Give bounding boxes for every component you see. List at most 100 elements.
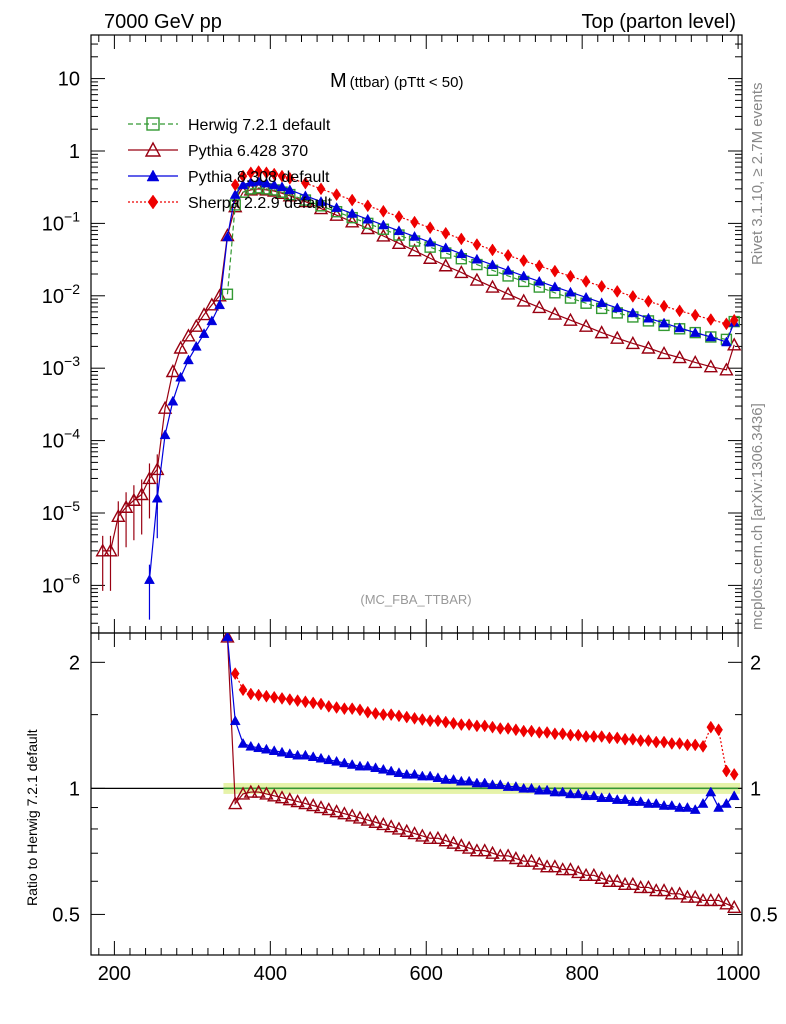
ratio-data-point [659,735,669,749]
data-point [550,264,560,278]
ratio-data-point [409,768,420,779]
ratio-data-point [689,804,701,814]
ratio-data-point [446,835,461,849]
data-point [658,317,670,328]
ratio-data-point [237,737,249,748]
data-point [440,242,452,253]
ratio-data-point [276,746,288,757]
ratio-data-point [510,781,522,791]
ratio-data-point [580,790,592,801]
ratio-data-point [260,743,272,754]
ratio-data-point [619,794,631,804]
ratio-data-point [391,821,407,835]
ratio-data-point [571,864,586,879]
data-point [346,207,358,218]
data-point [181,328,196,342]
ratio-data-point [533,784,545,795]
ratio-data-point [379,708,388,722]
data-point [221,288,234,300]
data-point [722,317,731,331]
data-point [376,228,391,242]
ratio-data-point [596,792,608,802]
ratio-data-point [377,763,389,774]
x-tick-label: 800 [565,963,598,985]
ratio-data-point [418,713,427,727]
legend-label: Sherpa 2.2.9 default [188,195,333,212]
data-point [331,202,343,212]
ratio-data-point [463,775,475,786]
y-tick-label: 10 [58,69,80,91]
ratio-data-point [416,770,428,781]
data-point [594,325,609,339]
ratio-data-point [386,708,396,722]
data-point [705,331,717,342]
main-series-line [148,180,735,580]
ratio-data-point [432,772,444,783]
ratio-data-point [338,757,350,768]
data-point [549,281,561,292]
ratio-data-point [682,802,693,812]
ratio-data-point [347,702,357,716]
ratio-data-point [713,802,725,812]
data-point [379,204,388,218]
ratio-data-point [604,792,615,802]
data-point [454,264,469,279]
ratio-data-point [430,830,446,844]
ratio-data-point [383,819,399,833]
ratio-data-point [675,737,684,750]
ratio-data-point [697,798,709,808]
ratio-data-point [368,814,383,828]
data-point [150,461,165,476]
ratio-data-point [329,804,344,818]
ratio-data-point [650,798,662,808]
ratio-data-point [254,688,263,702]
ratio-data-point [541,784,553,795]
ratio-data-point [363,705,373,719]
ratio-data-point [703,892,718,907]
ratio-data-point [605,731,614,745]
data-point [610,330,625,344]
data-point [534,259,544,273]
data-point [393,225,405,236]
data-point [245,176,257,187]
ratio-data-point [362,760,374,771]
y-tick-label: 1 [69,141,80,163]
ratio-series-1 [222,633,740,814]
ratio-data-point [674,802,686,812]
ratio-data-point [664,886,680,900]
ratio-data-point [534,726,544,739]
ratio-data-point [611,794,623,804]
ratio-data-point [581,730,591,743]
data-point [659,299,669,313]
ratio-data-point [643,798,654,808]
data-point [424,236,436,247]
data-point [563,312,578,326]
data-point [611,302,623,313]
ratio-data-point [245,740,257,751]
data-point [438,258,453,272]
axis-tick-labels: 10 1 10−1 10−2 10−3 10−4 10−5 10−6 200 400 600 800 1… [42,69,778,985]
data-point [578,318,594,332]
data-point [196,307,212,321]
header-left: 7000 GeV pp [104,11,222,33]
ratio-data-point [635,796,647,806]
ratio-data-point [393,767,405,777]
ratio-data-point [316,697,326,711]
ratio-data-point [711,892,726,907]
data-point [394,210,404,224]
ratio-data-point [485,845,500,859]
data-point [425,221,435,235]
data-point [313,201,329,215]
data-point [719,362,734,376]
ratio-data-point [332,701,341,714]
ratio-series-0 [220,633,742,913]
ratio-data-point [565,788,576,799]
data-point [690,308,700,322]
y-tick-label: 10−4 [42,426,80,453]
data-point [643,312,654,323]
data-point [111,508,126,523]
ratio-data-point [464,718,474,732]
data-point [189,318,204,332]
ratio-data-point [516,853,531,867]
data-point [656,345,672,360]
